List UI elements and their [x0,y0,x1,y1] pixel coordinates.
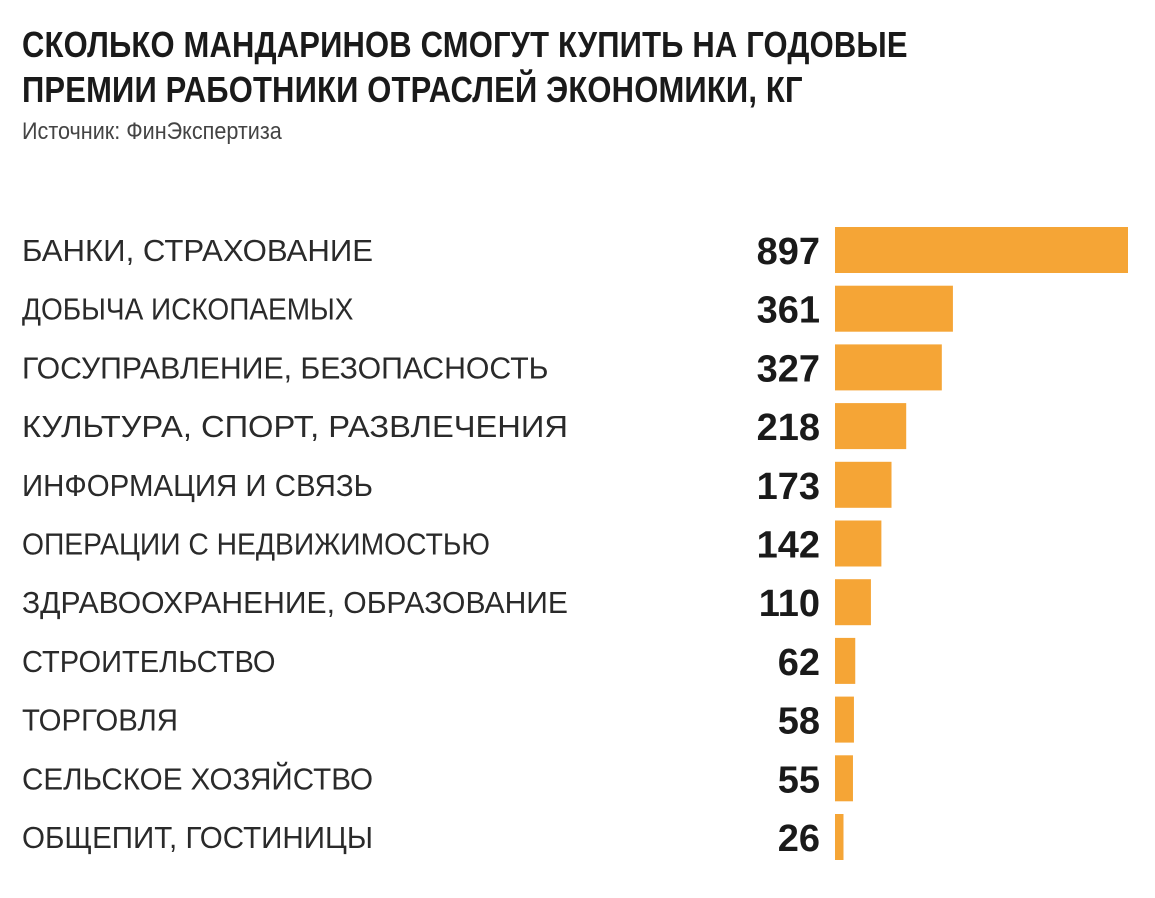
category-label: КУЛЬТУРА, СПОРТ, РАЗВЛЕЧЕНИЯ [22,409,568,444]
category-label: ОПЕРАЦИИ С НЕДВИЖИМОСТЬЮ [22,527,490,562]
value-label: 897 [757,231,820,273]
bar [835,344,942,391]
category-label: БАНКИ, СТРАХОВАНИЕ [22,233,373,268]
category-label: ДОБЫЧА ИСКОПАЕМЫХ [22,292,354,327]
value-label: 173 [757,466,820,508]
value-label: 361 [757,290,820,332]
chart-source: Источник: ФинЭкспертиза [22,118,282,145]
value-label: 110 [759,583,820,625]
value-label: 327 [757,348,820,390]
chart-title: СКОЛЬКО МАНДАРИНОВ СМОГУТ КУПИТЬ НА ГОДО… [22,24,908,110]
bar [835,403,907,450]
bar [835,285,953,332]
category-label: ОБЩЕПИТ, ГОСТИНИЦЫ [22,820,373,855]
value-label: 58 [778,701,820,743]
chart-rows: БАНКИ, СТРАХОВАНИЕ 897 ДОБЫЧА ИСКОПАЕМЫХ 36… [22,227,1128,860]
value-label: 26 [778,818,820,860]
category-label: ИНФОРМАЦИЯ И СВЯЗЬ [22,468,373,503]
category-label: ГОСУПРАВЛЕНИЕ, БЕЗОПАСНОСТЬ [22,350,549,385]
bar [835,461,892,508]
bar [835,579,871,626]
category-label: ЗДРАВООХРАНЕНИЕ, ОБРАЗОВАНИЕ [22,585,568,620]
category-label: СТРОИТЕЛЬСТВО [22,644,276,679]
bar [835,696,854,743]
bar [835,637,856,684]
value-label: 55 [778,759,820,801]
value-label: 142 [757,525,820,567]
category-label: СЕЛЬСКОЕ ХОЗЯЙСТВО [22,760,373,796]
value-label: 218 [757,407,820,449]
category-label: ТОРГОВЛЯ [22,703,178,738]
bar [835,814,844,860]
bar [835,520,882,567]
bar [835,755,853,802]
bar [835,227,1128,273]
value-label: 62 [778,642,820,684]
